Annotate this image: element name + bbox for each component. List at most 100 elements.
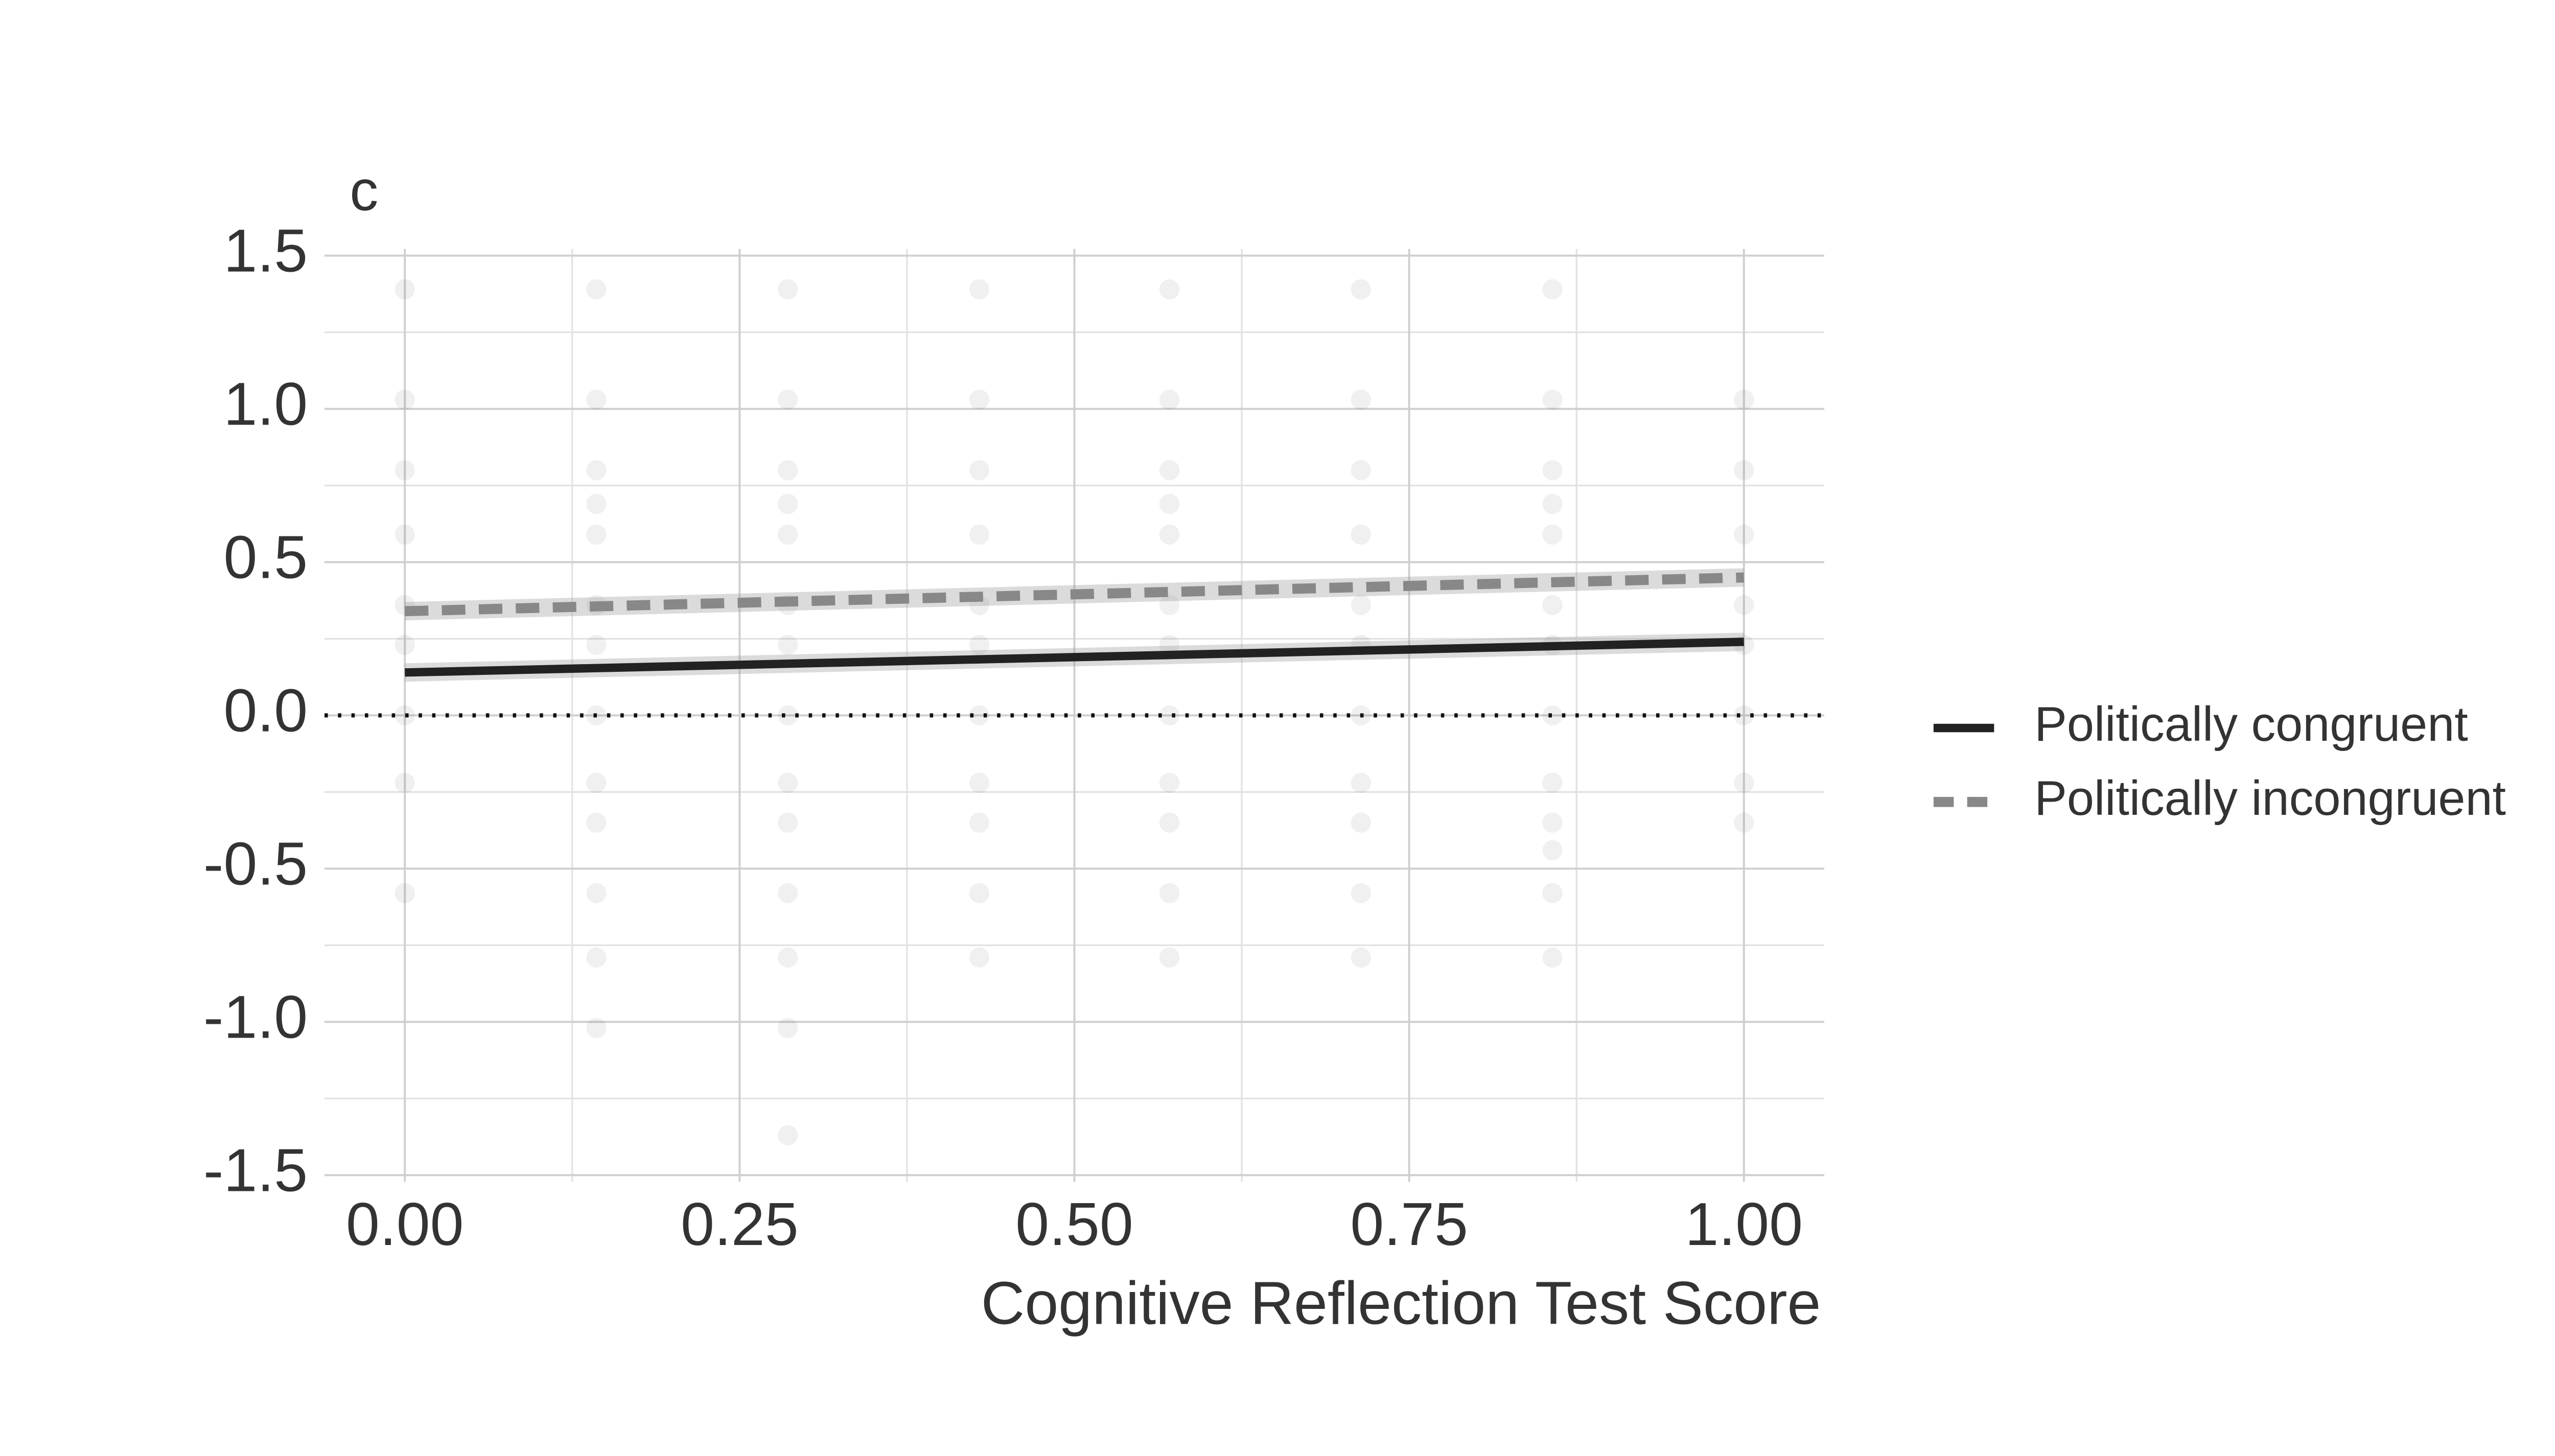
y-tick-label: -1.5 [203, 1137, 308, 1205]
data-point [1351, 524, 1372, 545]
data-point [394, 524, 415, 545]
data-point [1542, 494, 1563, 514]
data-point [1351, 812, 1372, 833]
data-point [1734, 595, 1754, 616]
data-point [969, 279, 990, 300]
data-point [1542, 772, 1563, 793]
chart-title: c [350, 159, 378, 223]
data-point [394, 635, 415, 655]
data-point [1159, 635, 1180, 655]
data-point [1159, 460, 1180, 481]
data-point [969, 883, 990, 904]
data-point [1734, 524, 1754, 545]
y-tick-label: 1.0 [223, 371, 308, 438]
data-point [777, 389, 798, 410]
y-tick-label: -1.0 [203, 984, 308, 1051]
legend-label: Politically incongruent [2034, 771, 2506, 826]
data-point [394, 279, 415, 300]
data-point [586, 635, 607, 655]
data-point [1351, 389, 1372, 410]
data-point [777, 1125, 798, 1145]
data-point [969, 705, 990, 726]
data-point [777, 772, 798, 793]
x-tick-label: 0.75 [1350, 1191, 1468, 1258]
data-point [1159, 883, 1180, 904]
data-point [777, 883, 798, 904]
data-point [1542, 947, 1563, 968]
data-point [586, 524, 607, 545]
data-point [1159, 389, 1180, 410]
data-point [777, 705, 798, 726]
data-point [586, 1018, 607, 1038]
data-point [1734, 812, 1754, 833]
data-point [1159, 524, 1180, 545]
data-point [1351, 279, 1372, 300]
x-tick-label: 0.25 [681, 1191, 799, 1258]
data-point [1734, 772, 1754, 793]
data-point [586, 772, 607, 793]
data-point [1351, 947, 1372, 968]
data-point [777, 524, 798, 545]
x-tick-label: 0.00 [346, 1191, 464, 1258]
data-point [586, 389, 607, 410]
data-point [969, 389, 990, 410]
data-point [394, 705, 415, 726]
data-point [586, 947, 607, 968]
data-point [394, 883, 415, 904]
data-point [777, 812, 798, 833]
x-tick-label: 1.00 [1685, 1191, 1803, 1258]
series-line [405, 638, 1744, 677]
data-point [1159, 947, 1180, 968]
data-point [1542, 460, 1563, 481]
data-point [586, 460, 607, 481]
data-point [394, 460, 415, 481]
data-point [777, 1018, 798, 1038]
data-point [777, 635, 798, 655]
y-tick-label: 0.5 [223, 524, 308, 592]
data-point [1542, 883, 1563, 904]
data-point [969, 460, 990, 481]
data-point [1159, 772, 1180, 793]
data-point [1542, 524, 1563, 545]
data-point [969, 635, 990, 655]
data-point [394, 389, 415, 410]
data-point [1542, 812, 1563, 833]
data-point [1542, 705, 1563, 726]
y-tick-label: 1.5 [223, 218, 308, 285]
data-point [969, 812, 990, 833]
data-point [1159, 494, 1180, 514]
data-point [1159, 279, 1180, 300]
data-point [969, 772, 990, 793]
data-point [586, 279, 607, 300]
y-tick-label: -0.5 [203, 831, 308, 898]
data-point [586, 812, 607, 833]
data-point [1734, 389, 1754, 410]
data-point [1159, 595, 1180, 616]
legend-label: Politically congruent [2034, 697, 2468, 752]
data-point [777, 494, 798, 514]
data-point [777, 947, 798, 968]
series-line [405, 572, 1745, 617]
data-point [1351, 772, 1372, 793]
data-point [969, 524, 990, 545]
x-tick-label: 0.50 [1015, 1191, 1133, 1258]
data-point [1159, 705, 1180, 726]
x-axis-label: Cognitive Reflection Test Score [981, 1270, 1821, 1337]
data-point [586, 883, 607, 904]
data-point [1159, 812, 1180, 833]
data-point [1351, 460, 1372, 481]
y-tick-label: 0.0 [223, 677, 308, 745]
data-point [586, 494, 607, 514]
data-point [1542, 389, 1563, 410]
data-point [1542, 595, 1563, 616]
data-point [1542, 840, 1563, 861]
data-point [394, 772, 415, 793]
data-point [969, 947, 990, 968]
data-point [777, 460, 798, 481]
data-point [1542, 279, 1563, 300]
data-point [1351, 883, 1372, 904]
data-point [1734, 705, 1754, 726]
data-point [1351, 595, 1372, 616]
